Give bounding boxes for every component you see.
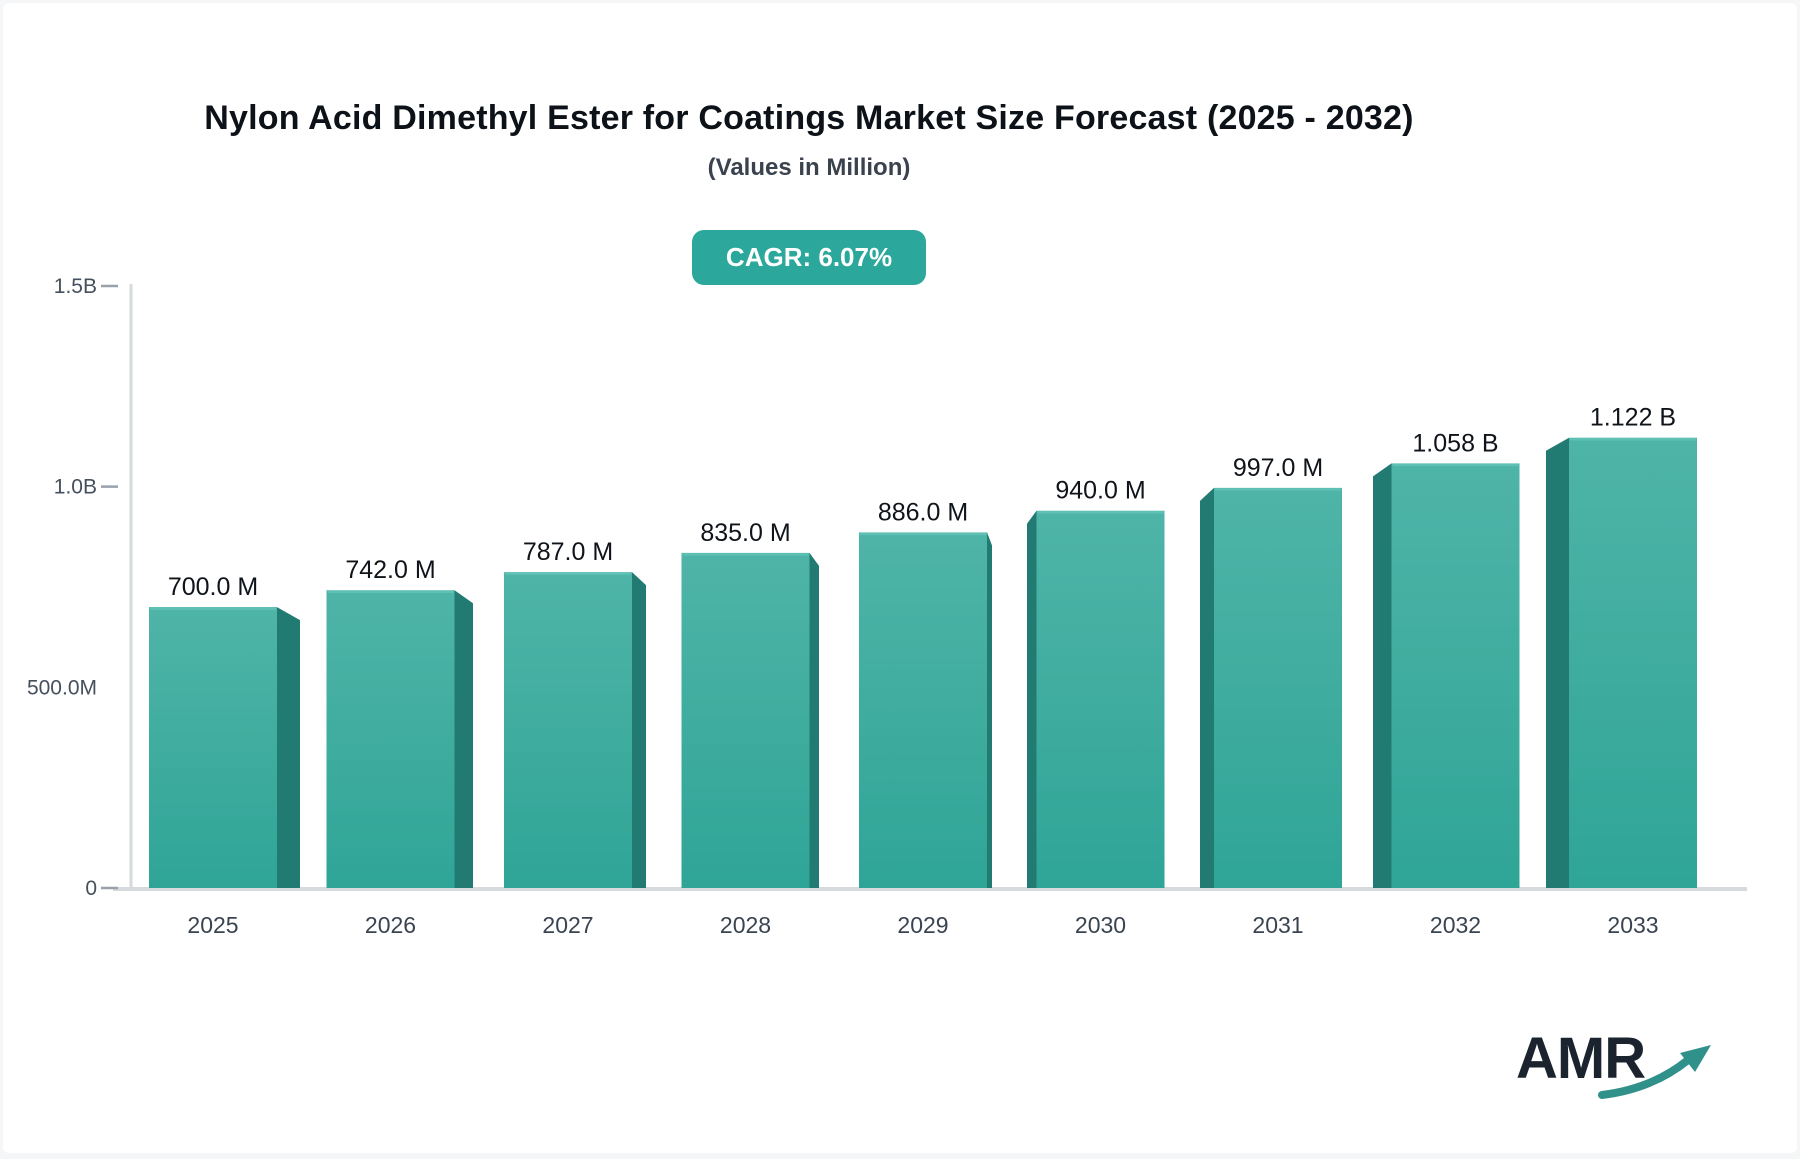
bar-side-2030: [1027, 510, 1037, 888]
bar-2030: [1036, 510, 1165, 888]
bar-side-2026: [454, 590, 473, 888]
x-axis-label: 2026: [365, 912, 416, 938]
bar-side-2033: [1546, 437, 1569, 888]
y-axis-label: 500.0M: [27, 676, 97, 699]
bar-value-label: 742.0 M: [345, 556, 435, 584]
chart-title: Nylon Acid Dimethyl Ester for Coatings M…: [204, 99, 1414, 137]
bar-side-2031: [1200, 487, 1214, 888]
bar-value-label: 1.122 B: [1590, 404, 1676, 432]
bar-value-label: 940.0 M: [1055, 477, 1145, 505]
x-axis-label: 2028: [720, 912, 771, 938]
bar-value-label: 997.0 M: [1233, 454, 1323, 482]
y-axis-label: 1.5B: [54, 275, 97, 298]
x-axis-label: 2032: [1430, 912, 1481, 938]
bar-value-label: 886.0 M: [878, 498, 968, 526]
amr-logo-text: AMR: [1516, 1026, 1646, 1091]
y-axis-label: 0: [85, 877, 97, 900]
logo-arrow-icon: [1598, 1045, 1711, 1099]
bar-2028: [681, 552, 810, 888]
bar-value-label: 1.058 B: [1412, 429, 1498, 457]
cagr-badge: CAGR: 6.07%: [691, 230, 927, 285]
x-axis-label: 2031: [1252, 912, 1303, 938]
chart-header: Nylon Acid Dimethyl Ester for Coatings M…: [3, 3, 1615, 285]
bar-side-2029: [987, 532, 992, 888]
bar-value-label: 787.0 M: [523, 538, 613, 566]
bar-value-label: 835.0 M: [700, 519, 790, 547]
bar-2027: [504, 572, 632, 888]
bar-chart-svg: 1.5B 1.0B 500.0M 0 700.0 M 2025 742.0 M 2026 787…: [27, 275, 1747, 938]
x-axis-label: 2025: [187, 912, 238, 938]
bar-2033: [1569, 437, 1697, 888]
amr-logo: AMR: [1516, 1025, 1746, 1125]
chart-card: 1.5B 1.0B 500.0M 0 700.0 M 2025 742.0 M 2026 787…: [3, 3, 1797, 1153]
bar-2029: [859, 532, 987, 888]
y-axis-label: 1.0B: [54, 476, 97, 499]
x-axis-label: 2029: [897, 912, 948, 938]
bar-side-2028: [809, 552, 819, 888]
bar-side-2027: [632, 572, 646, 888]
bar-side-2032: [1373, 463, 1392, 888]
bar-side-2025: [277, 607, 300, 888]
x-axis-label: 2030: [1075, 912, 1126, 938]
bar-2032: [1391, 463, 1520, 888]
chart-subtitle: (Values in Million): [707, 154, 911, 181]
bar-2025: [149, 607, 277, 888]
bar-2026: [326, 590, 455, 888]
x-axis-label: 2027: [542, 912, 593, 938]
x-axis-label: 2033: [1607, 912, 1658, 938]
bar-2031: [1214, 487, 1342, 888]
bar-value-label: 700.0 M: [168, 573, 258, 601]
